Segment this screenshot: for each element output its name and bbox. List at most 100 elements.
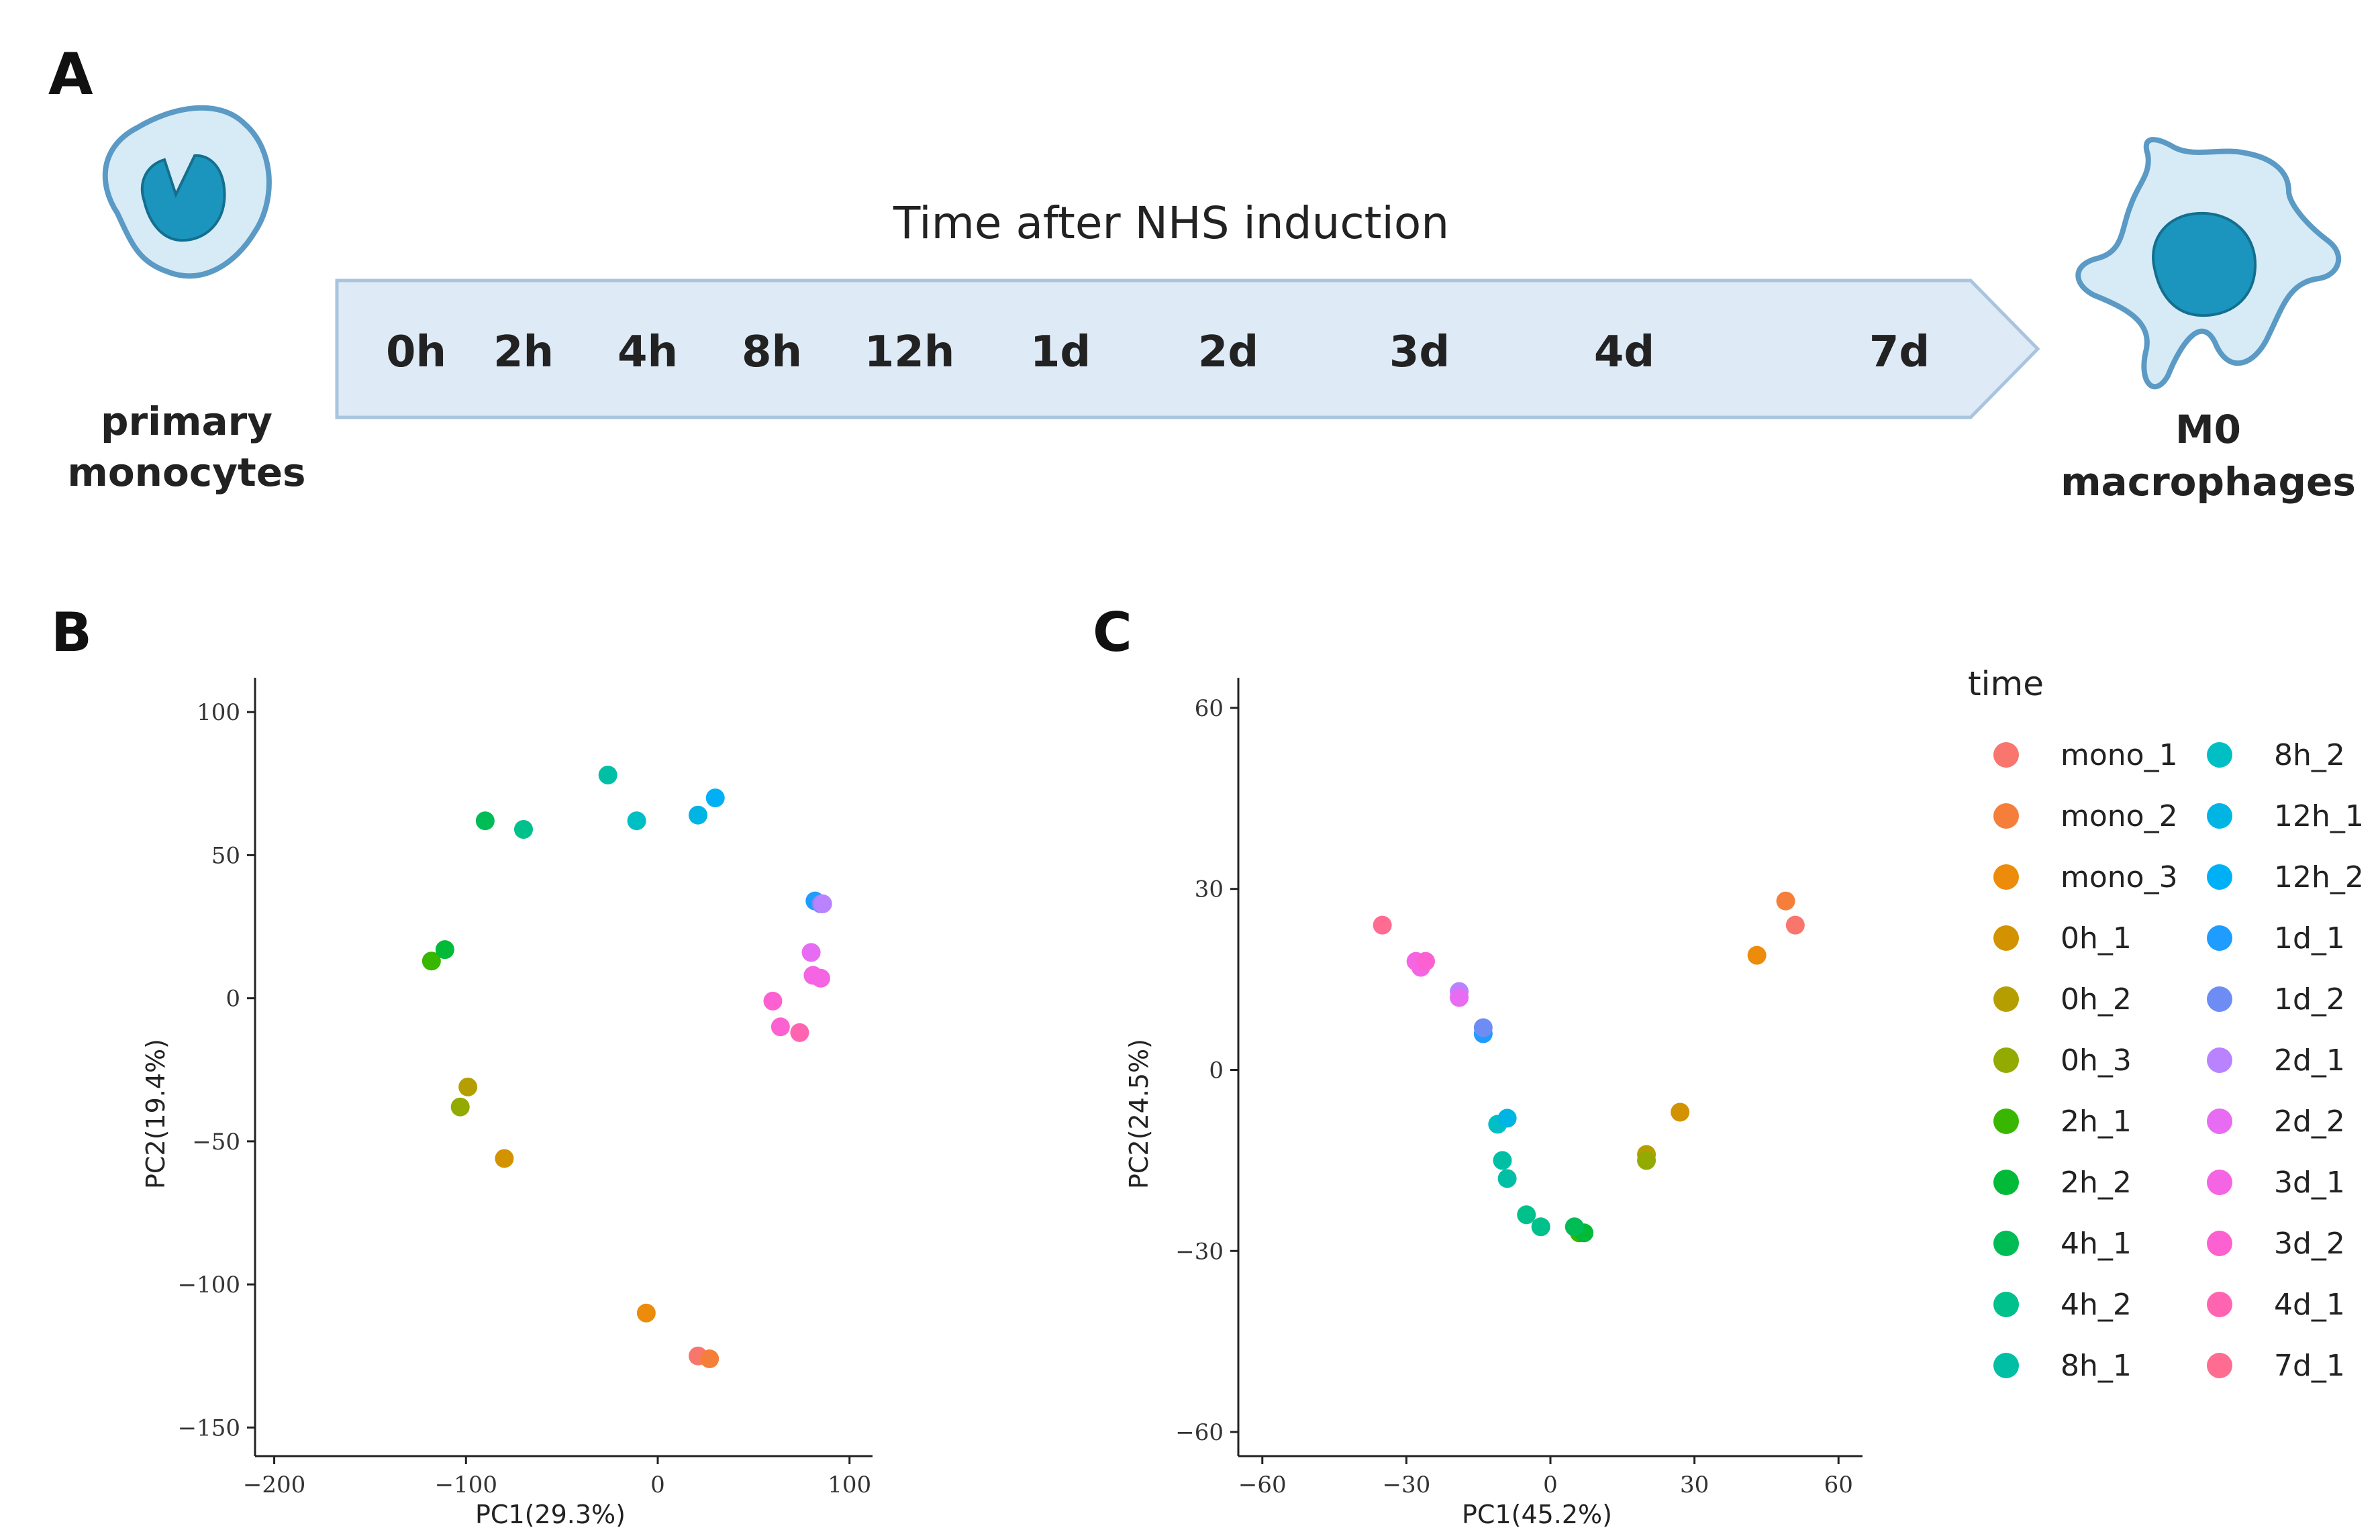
- legend-label: 2d_2: [2274, 1104, 2345, 1139]
- legend-label: 8h_1: [2061, 1348, 2132, 1383]
- y-tick-label: 0: [1209, 1057, 1224, 1084]
- data-point-4h_1: [475, 811, 495, 831]
- data-point-2d_1: [813, 894, 832, 913]
- y-tick-label: 0: [226, 986, 240, 1013]
- legend-item: 7d_1: [2207, 1345, 2345, 1386]
- legend-swatch: [1993, 1170, 2019, 1195]
- legend-swatch: [2207, 864, 2232, 890]
- data-point-8h_2: [627, 811, 646, 831]
- y-axis-label: PC2(19.4%): [141, 1039, 170, 1189]
- legend-item: 4d_1: [2207, 1284, 2345, 1325]
- data-point-4d_1: [790, 1023, 809, 1042]
- timepoint-label: 2h: [493, 327, 554, 377]
- data-point-4h_1: [1565, 1217, 1584, 1237]
- legend-label: mono_1: [2061, 737, 2178, 772]
- data-point-0h_3: [1637, 1151, 1656, 1170]
- data-point-1d_2: [1473, 1018, 1493, 1037]
- legend-label: 2h_2: [2061, 1165, 2132, 1200]
- legend-label: 0h_2: [2061, 982, 2132, 1017]
- data-point-2h_2: [435, 940, 454, 960]
- y-tick-label: −150: [178, 1415, 240, 1441]
- legend-label: 8h_2: [2274, 737, 2345, 772]
- x-tick-label: 30: [1680, 1472, 1709, 1498]
- macrophage-label-line1: M0: [2175, 407, 2241, 452]
- x-axis-label: PC1(45.2%): [1462, 1500, 1612, 1529]
- legend-label: 0h_1: [2061, 921, 2132, 956]
- legend-label: 2h_1: [2061, 1104, 2132, 1139]
- macrophage-cell-icon: [2075, 137, 2342, 390]
- pca-plot-c: C −60 −30 0 30 60 60 30 0 −30 −60 PC1(45.2%) PC2(24…: [1093, 601, 1863, 1529]
- x-tick-label: −100: [435, 1472, 497, 1498]
- data-point-8h_1: [1493, 1151, 1512, 1170]
- y-tick-label: 100: [197, 699, 240, 726]
- monocyte-cell-icon: [102, 105, 272, 279]
- data-point-8h_1: [1497, 1169, 1517, 1188]
- timepoint-label: 12h: [864, 327, 955, 377]
- legend-item: 8h_2: [2207, 735, 2345, 775]
- data-point-12h_1: [1497, 1109, 1517, 1128]
- legend-swatch: [1993, 803, 2019, 829]
- data-point-mono_2: [700, 1349, 720, 1368]
- x-tick-label: 0: [1543, 1472, 1558, 1498]
- data-point-3d_2: [763, 991, 783, 1011]
- legend-label: 2d_1: [2274, 1043, 2345, 1078]
- legend-swatch: [2207, 1170, 2232, 1195]
- legend-swatch: [2207, 1109, 2232, 1134]
- y-tick-label: 60: [1195, 695, 1224, 722]
- legend-item: 2d_1: [2207, 1040, 2345, 1080]
- monocyte-label-line1: primary: [101, 399, 272, 444]
- data-point-mono_3: [636, 1303, 656, 1323]
- y-axis-label: PC2(24.5%): [1124, 1039, 1154, 1189]
- time-arrow-title: Time after NHS induction: [893, 197, 1449, 249]
- timepoint-label: 4d: [1594, 327, 1654, 377]
- legend-swatch: [2207, 742, 2232, 768]
- timepoint-label: 8h: [742, 327, 802, 377]
- panel-a-label: A: [48, 41, 93, 108]
- data-point-12h_1: [689, 805, 707, 825]
- legend-swatch: [1993, 742, 2019, 768]
- legend-swatch: [1993, 1353, 2019, 1378]
- data-point-mono_3: [1747, 945, 1767, 965]
- legend-item: 0h_1: [1993, 918, 2132, 958]
- legend-label: 3d_1: [2274, 1165, 2345, 1200]
- x-tick-label: −30: [1383, 1472, 1431, 1498]
- legend-swatch: [2207, 1047, 2232, 1073]
- y-tick-label: 50: [211, 842, 240, 869]
- legend-item: 3d_2: [2207, 1223, 2345, 1264]
- legend-label: 12h_2: [2274, 860, 2364, 894]
- scatter-b: −200 −100 0 100 100 50 0 −50 −100 −150 PC1(29.3%) P…: [141, 678, 873, 1529]
- data-point-3d_2: [771, 1017, 790, 1037]
- legend-swatch: [2207, 1353, 2232, 1378]
- x-tick-label: −200: [243, 1472, 305, 1498]
- data-point-0h_1: [1671, 1102, 1690, 1122]
- legend-swatch: [1993, 986, 2019, 1012]
- legend-swatch: [1993, 1292, 2019, 1317]
- legend-label: 4d_1: [2274, 1287, 2345, 1322]
- legend-label: mono_2: [2061, 799, 2178, 833]
- time-arrow: [335, 278, 2040, 419]
- legend-item: 12h_1: [2207, 796, 2364, 836]
- legend-item: mono_3: [1993, 857, 2178, 897]
- timepoint-label: 2d: [1198, 327, 1258, 377]
- legend-swatch: [2207, 803, 2232, 829]
- legend-swatch: [2207, 986, 2232, 1012]
- legend-swatch: [1993, 1231, 2019, 1256]
- x-tick-label: 0: [650, 1472, 665, 1498]
- legend-label: 4h_2: [2061, 1287, 2132, 1322]
- timepoint-label: 1d: [1030, 327, 1091, 377]
- legend-item: 1d_1: [2207, 918, 2345, 958]
- legend-swatch: [1993, 1109, 2019, 1134]
- data-point-2d_2: [801, 943, 821, 962]
- legend-item: 4h_2: [1993, 1284, 2132, 1325]
- data-point-3d_1: [811, 968, 830, 988]
- data-point-8h_1: [598, 766, 617, 784]
- panel-c-label: C: [1093, 601, 1132, 664]
- timepoint-label: 3d: [1389, 327, 1450, 377]
- x-axis-label: PC1(29.3%): [475, 1500, 626, 1529]
- legend-swatch: [2207, 1292, 2232, 1317]
- legend-item: 2h_1: [1993, 1101, 2132, 1141]
- legend-swatch: [2207, 1231, 2232, 1256]
- timepoint-label: 7d: [1869, 327, 1930, 377]
- data-point-0h_1: [495, 1149, 514, 1168]
- data-point-2h_1: [422, 952, 441, 971]
